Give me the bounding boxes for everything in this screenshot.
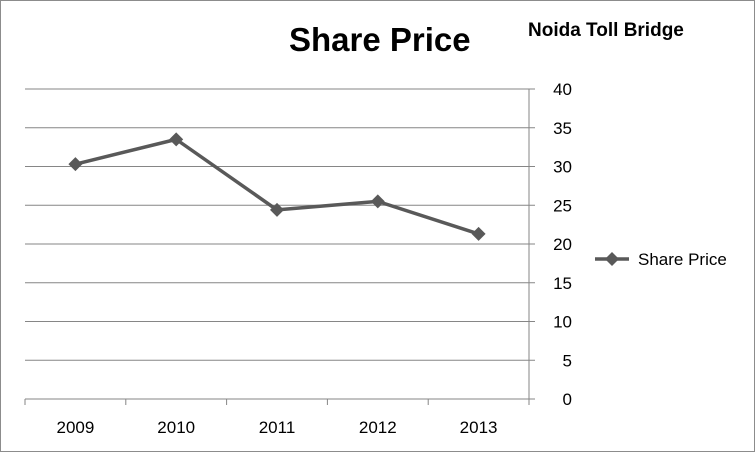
legend-marker: [605, 252, 619, 266]
y-tick-label: 40: [553, 80, 572, 99]
series-line: [74, 137, 480, 236]
data-point-marker: [169, 132, 184, 147]
chart-title: Share Price: [289, 21, 471, 58]
y-tick-label: 20: [553, 235, 572, 254]
data-point-marker: [270, 202, 284, 217]
x-tick-label: 2011: [259, 418, 296, 437]
x-tick-label: 2012: [359, 418, 397, 437]
x-tick-label: 2009: [56, 418, 94, 437]
legend-label: Share Price: [638, 250, 727, 269]
y-tick-label: 10: [553, 313, 572, 332]
chart-subtitle: Noida Toll Bridge: [528, 20, 684, 41]
data-point-marker: [471, 226, 486, 241]
y-tick-label: 25: [553, 196, 572, 215]
y-tick-label: 35: [553, 119, 572, 138]
y-tick-label: 0: [563, 390, 572, 409]
data-point-marker: [68, 157, 83, 172]
y-tick-label: 5: [563, 351, 572, 370]
x-tick-label: 2013: [460, 418, 498, 437]
y-tick-label: 15: [553, 274, 572, 293]
y-tick-label: 30: [553, 158, 572, 177]
x-tick-label: 2010: [157, 418, 195, 437]
data-point-marker: [370, 194, 385, 209]
